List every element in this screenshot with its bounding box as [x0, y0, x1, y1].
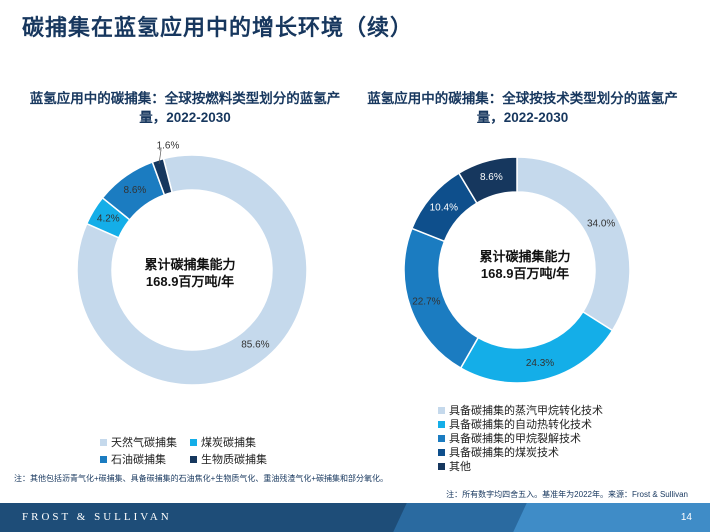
data-label: 10.4% [430, 203, 458, 214]
legend-swatch [100, 455, 107, 463]
technology-chart-center-label: 累计碳捕集能力 168.9百万吨/年 [460, 248, 590, 282]
data-label: 22.7% [412, 296, 440, 307]
page-title: 碳捕集在蓝氢应用中的增长环境（续） [22, 15, 414, 40]
chart-title-fuel: 蓝氢应用中的碳捕集：全球按燃料类型划分的蓝氢产量，2022-2030 [29, 91, 341, 125]
data-label: 1.6% [157, 140, 180, 151]
legend-item: 煤炭碳捕集 [190, 434, 256, 450]
legend-swatch [190, 438, 197, 446]
legend-item: 天然气碳捕集 [100, 434, 177, 450]
legend-label: 具备碳捕集的煤炭技术 [449, 447, 559, 459]
legend-swatch [438, 420, 445, 428]
brand-logo-text: FROST & SULLIVAN [22, 511, 172, 523]
legend-label: 其他 [449, 461, 471, 473]
legend-label: 具备碳捕集的蒸汽甲烷转化技术 [449, 405, 603, 417]
footnote-other: 注：其他包括沥青气化+碳捕集、具备碳捕集的石油焦化+生物质气化、重油残渣气化+碳… [14, 474, 389, 483]
legend-item: 生物质碳捕集 [190, 451, 267, 467]
legend-swatch [438, 462, 445, 470]
label-leader-line [158, 149, 162, 165]
legend-item: 其他 [438, 458, 471, 474]
donut-slice-2 [459, 310, 614, 384]
donut-slice-5 [457, 156, 518, 205]
legend-swatch [438, 434, 445, 442]
legend-label: 具备碳捕集的自动热转化技术 [449, 419, 592, 431]
data-label: 8.6% [123, 185, 146, 196]
footnote-source: 注：所有数字均四舍五入。基准年为2022年。来源：Frost & Sulliva… [446, 490, 688, 499]
donut-slice-1 [76, 154, 308, 386]
legend-label: 石油碳捕集 [111, 454, 166, 466]
data-label: 34.0% [587, 218, 615, 229]
legend-swatch [438, 406, 445, 414]
legend-swatch [190, 455, 197, 463]
legend-item: 具备碳捕集的蒸汽甲烷转化技术 [438, 402, 603, 418]
donut-slice-4 [151, 157, 174, 196]
legend-label: 具备碳捕集的甲烷裂解技术 [449, 433, 581, 445]
legend-item: 具备碳捕集的煤炭技术 [438, 444, 559, 460]
footer-bar: FROST & SULLIVAN 14 [0, 503, 710, 532]
fuel-type-donut-chart: 85.6% 4.2% 8.6% 1.6% [76, 140, 308, 386]
legend-item: 具备碳捕集的自动热转化技术 [438, 416, 592, 432]
center-label-line1: 累计碳捕集能力 [144, 257, 236, 272]
fuel-chart-center-label: 累计碳捕集能力 168.9百万吨/年 [130, 256, 250, 290]
legend-label: 煤炭碳捕集 [201, 437, 256, 449]
legend-label: 天然气碳捕集 [111, 437, 177, 449]
legend-label: 生物质碳捕集 [201, 454, 267, 466]
data-label: 85.6% [241, 339, 269, 350]
technology-type-donut-chart: 34.0% 24.3% 22.7% 10.4% 8.6% [403, 156, 631, 384]
page-number: 14 [680, 512, 692, 523]
center-label-line2: 168.9百万吨/年 [145, 274, 235, 289]
legend-swatch [438, 448, 445, 456]
data-label: 8.6% [480, 172, 503, 183]
legend-item: 石油碳捕集 [100, 451, 166, 467]
data-label: 24.3% [526, 358, 554, 369]
legend-item: 具备碳捕集的甲烷裂解技术 [438, 430, 581, 446]
donut-slice-1 [516, 156, 631, 332]
legend-swatch [100, 438, 107, 446]
center-label-line1: 累计碳捕集能力 [479, 249, 571, 264]
chart-title-technology: 蓝氢应用中的碳捕集：全球按技术类型划分的蓝氢产量，2022-2030 [367, 91, 678, 125]
data-label: 4.2% [97, 214, 120, 225]
center-label-line2: 168.9百万吨/年 [480, 266, 570, 281]
